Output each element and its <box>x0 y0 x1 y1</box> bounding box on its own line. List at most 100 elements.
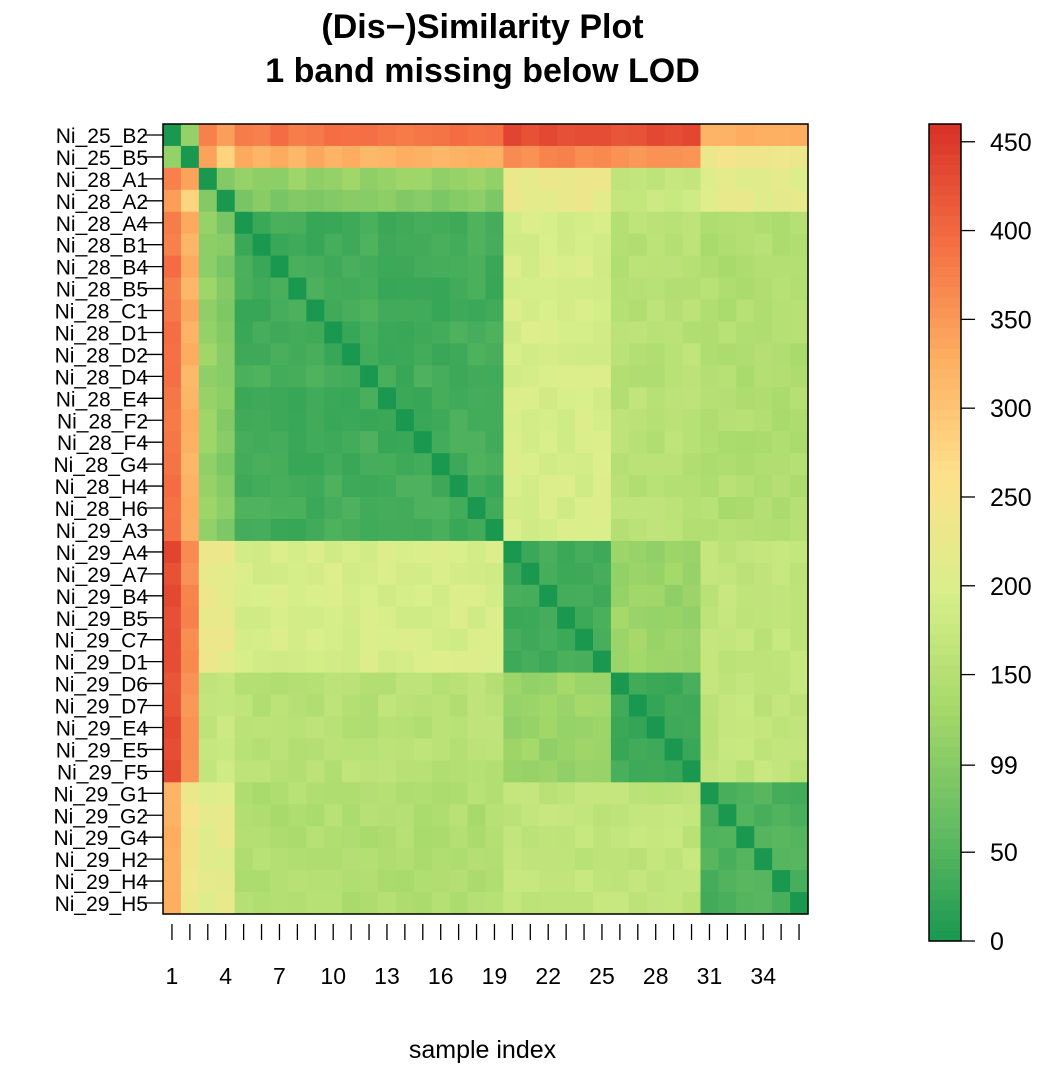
row-label: Ni_29_C7 <box>55 630 148 653</box>
heatmap-cell <box>198 343 218 366</box>
heatmap-cell <box>431 804 451 827</box>
heatmap-cell <box>378 233 397 257</box>
heatmap-cell <box>521 848 540 871</box>
heatmap-cell <box>557 453 576 476</box>
heatmap-cell <box>252 409 272 432</box>
heatmap-cell <box>378 672 397 696</box>
colorbar-segment <box>929 409 961 421</box>
heatmap-cell <box>628 497 648 520</box>
heatmap-cell <box>198 672 218 696</box>
heatmap-cell <box>682 409 702 432</box>
heatmap-cell <box>288 716 307 740</box>
heatmap-cell <box>288 255 307 279</box>
heatmap-cell <box>342 124 361 147</box>
heatmap-cell <box>342 826 361 849</box>
heatmap-cell <box>180 760 200 783</box>
heatmap-cell <box>413 606 433 630</box>
heatmap-cell <box>163 255 182 279</box>
heatmap-cell <box>700 453 720 476</box>
heatmap-cell <box>216 387 236 410</box>
colorbar-segment <box>929 746 961 758</box>
heatmap-cell <box>413 497 433 520</box>
heatmap-cell <box>467 211 487 235</box>
heatmap-cell <box>628 650 648 674</box>
heatmap-cell <box>216 672 236 696</box>
heatmap-cell <box>557 365 576 388</box>
heatmap-cell <box>198 606 218 630</box>
heatmap-cell <box>503 628 522 652</box>
heatmap-cell <box>252 145 272 169</box>
heatmap-cell <box>360 628 379 652</box>
heatmap-cell <box>252 365 272 388</box>
heatmap-cell <box>593 716 612 740</box>
heatmap-cell <box>306 475 325 498</box>
heatmap-cell <box>664 782 684 805</box>
heatmap-cell <box>288 804 307 827</box>
heatmap-cell <box>449 760 469 783</box>
heatmap-cell <box>521 124 540 147</box>
row-label: Ni_28_F4 <box>57 432 148 455</box>
heatmap-cell <box>360 694 379 718</box>
heatmap-cell <box>413 628 433 652</box>
heatmap-cell <box>342 233 361 257</box>
heatmap-cell <box>503 255 522 279</box>
heatmap-cell <box>485 584 505 608</box>
heatmap-cell <box>539 628 558 652</box>
heatmap-cell <box>485 892 505 915</box>
heatmap-cell <box>718 255 737 279</box>
heatmap-cell <box>163 540 182 564</box>
colorbar-segment <box>929 859 961 871</box>
heatmap-cell <box>521 738 540 761</box>
heatmap-cell <box>198 782 218 805</box>
heatmap-cell <box>270 650 290 674</box>
heatmap-cell <box>754 519 773 542</box>
row-label: Ni_29_A7 <box>56 564 148 587</box>
heatmap-cell <box>593 584 612 608</box>
heatmap-cell <box>395 672 415 696</box>
heatmap-cell <box>413 475 433 498</box>
heatmap-cell <box>288 584 307 608</box>
heatmap-cell <box>216 124 236 147</box>
heatmap-cell <box>718 453 737 476</box>
colorbar-segment <box>929 583 961 595</box>
row-label: Ni_29_E4 <box>56 717 149 740</box>
heatmap-cell <box>342 804 361 827</box>
heatmap-cell <box>646 255 666 279</box>
heatmap-cell <box>252 738 272 761</box>
x-tick-label: 28 <box>643 963 669 989</box>
heatmap-cell <box>198 277 218 301</box>
colorbar-segment <box>929 573 961 585</box>
heatmap-cell <box>252 321 272 345</box>
heatmap-cell <box>360 606 379 630</box>
heatmap-cell <box>270 826 290 849</box>
heatmap-cell <box>790 760 809 783</box>
heatmap-cell <box>700 782 720 805</box>
heatmap-cell <box>360 343 379 366</box>
heatmap-cell <box>413 519 433 542</box>
heatmap-cell <box>610 365 630 388</box>
heatmap-cell <box>772 628 791 652</box>
row-label: Ni_28_B1 <box>56 235 148 258</box>
heatmap-cell <box>521 145 540 169</box>
heatmap-cell <box>216 562 236 586</box>
heatmap-cell <box>180 233 200 257</box>
heatmap-cell <box>754 431 773 454</box>
heatmap-cell <box>503 848 522 871</box>
heatmap-cell <box>395 409 415 432</box>
heatmap-cell <box>306 540 325 564</box>
heatmap-cell <box>628 124 648 147</box>
heatmap-cell <box>503 804 522 827</box>
heatmap-cell <box>503 189 522 213</box>
heatmap-cell <box>467 365 487 388</box>
heatmap-cell <box>790 716 809 740</box>
heatmap-cell <box>198 716 218 740</box>
heatmap-cell <box>270 738 290 761</box>
heatmap-cell <box>270 892 290 915</box>
colorbar-segment <box>929 440 961 452</box>
colorbar-segment <box>929 879 961 891</box>
heatmap-cell <box>557 497 576 520</box>
heatmap-cell <box>521 387 540 410</box>
heatmap-cell <box>503 365 522 388</box>
heatmap-cell <box>360 760 379 783</box>
heatmap-cell <box>575 584 594 608</box>
